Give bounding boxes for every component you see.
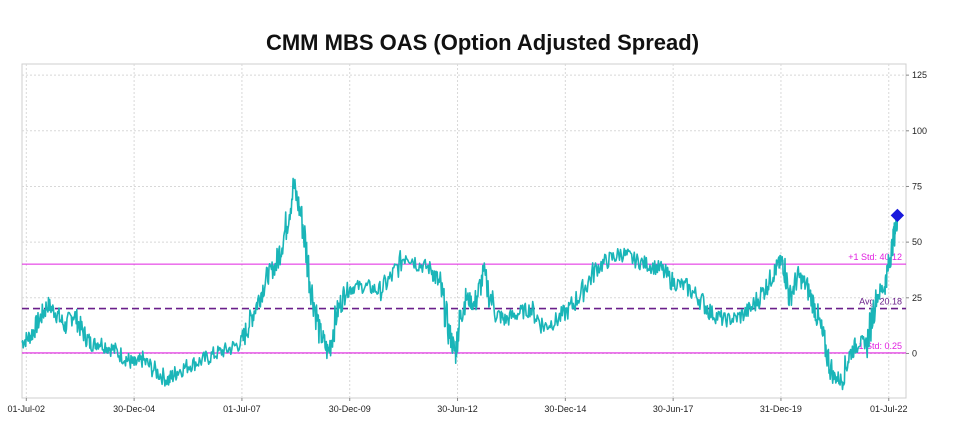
x-tick-label: 30-Jun-12	[437, 404, 478, 414]
chart-title: CMM MBS OAS (Option Adjusted Spread)	[265, 30, 700, 55]
x-tick-label: 01-Jul-22	[870, 404, 908, 414]
x-tick-label: 01-Jul-07	[223, 404, 261, 414]
x-tick-label: 31-Dec-19	[760, 404, 802, 414]
last-value-marker	[890, 208, 905, 223]
y-tick-label: 100	[912, 126, 927, 136]
x-tick-label: 30-Jun-17	[653, 404, 694, 414]
y-tick-label: 25	[912, 293, 922, 303]
reference-line-label: Avg: 20.18	[859, 297, 902, 307]
y-tick-label: 50	[912, 237, 922, 247]
y-tick-label: 75	[912, 181, 922, 191]
marker-layer	[890, 208, 905, 223]
grid-layer	[22, 64, 906, 398]
series-line	[21, 177, 899, 391]
reference-line-label: +1 Std: 40.12	[848, 252, 902, 262]
y-axis: 0 25 50 75 100 125	[906, 70, 927, 358]
x-axis: 01-Jul-02 30-Dec-04 01-Jul-07 30-Dec-09 30-J…	[8, 398, 908, 414]
x-tick-label: 30-Dec-14	[544, 404, 586, 414]
reference-line-label: 1 Std: 0.25	[858, 341, 902, 351]
y-tick-label: 125	[912, 70, 927, 80]
x-tick-label: 30-Dec-04	[113, 404, 155, 414]
y-tick-label: 0	[912, 348, 917, 358]
plot-area-border	[21, 63, 907, 399]
series-layer	[21, 177, 899, 391]
x-tick-label: 30-Dec-09	[329, 404, 371, 414]
x-tick-label: 01-Jul-02	[8, 404, 46, 414]
